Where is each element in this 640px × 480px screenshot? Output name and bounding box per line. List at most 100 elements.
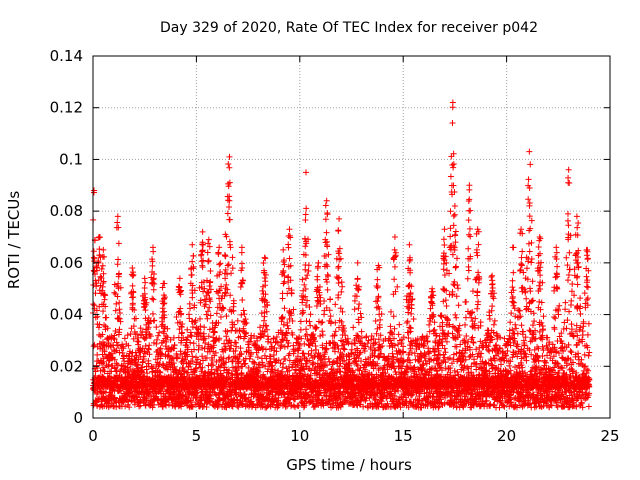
- data-point: [113, 360, 120, 367]
- data-point: [374, 297, 381, 304]
- data-point: [134, 361, 141, 368]
- data-point: [405, 335, 412, 342]
- data-point: [171, 342, 178, 349]
- data-point: [116, 310, 123, 317]
- data-point: [327, 313, 334, 320]
- data-point: [110, 402, 117, 409]
- data-point: [101, 322, 108, 329]
- data-point: [157, 369, 164, 376]
- data-point: [302, 275, 309, 282]
- data-point: [146, 351, 153, 358]
- data-point: [213, 358, 220, 365]
- data-point: [241, 311, 248, 318]
- data-point: [93, 280, 100, 287]
- data-point: [335, 292, 342, 299]
- data-point: [96, 321, 103, 328]
- data-point: [229, 358, 236, 365]
- data-point: [130, 323, 137, 330]
- data-point: [209, 357, 216, 364]
- data-point: [112, 307, 119, 314]
- data-point: [206, 399, 213, 406]
- data-point: [319, 331, 326, 338]
- data-point: [234, 317, 241, 324]
- data-point: [134, 330, 141, 337]
- data-point: [215, 402, 222, 409]
- data-point: [198, 368, 205, 375]
- data-point: [93, 307, 100, 314]
- data-point: [443, 303, 450, 310]
- data-point: [111, 289, 118, 296]
- data-point: [111, 364, 118, 371]
- data-point: [337, 255, 344, 262]
- data-point: [199, 364, 206, 371]
- data-point: [187, 329, 194, 336]
- data-point: [447, 208, 454, 215]
- data-point: [126, 404, 133, 411]
- data-point: [217, 314, 224, 321]
- data-point: [157, 355, 164, 362]
- data-point: [153, 336, 160, 343]
- data-point: [184, 326, 191, 333]
- data-point: [227, 292, 234, 299]
- data-point: [204, 388, 211, 395]
- data-point: [339, 283, 346, 290]
- data-point: [131, 306, 138, 313]
- data-point: [114, 293, 121, 300]
- data-point: [103, 314, 110, 321]
- data-point: [120, 345, 127, 352]
- data-point: [164, 353, 171, 360]
- data-point: [113, 368, 120, 375]
- data-point: [137, 402, 144, 409]
- data-point: [453, 314, 460, 321]
- data-point: [153, 340, 160, 347]
- data-point: [130, 335, 137, 342]
- data-point: [340, 345, 347, 352]
- data-point: [113, 339, 120, 346]
- data-point: [128, 353, 135, 360]
- data-point: [159, 318, 166, 325]
- data-point: [156, 368, 163, 375]
- data-point: [197, 323, 204, 330]
- data-point: [179, 329, 186, 336]
- data-point: [239, 400, 246, 407]
- data-point: [238, 249, 245, 256]
- data-point: [173, 313, 180, 320]
- data-point: [215, 319, 222, 326]
- data-point: [431, 319, 438, 326]
- data-point: [179, 321, 186, 328]
- data-point: [319, 319, 326, 326]
- data-point: [126, 348, 133, 355]
- data-point: [234, 396, 241, 403]
- data-point: [408, 310, 415, 317]
- data-point: [203, 311, 210, 318]
- data-point: [165, 401, 172, 408]
- data-point: [223, 333, 230, 340]
- data-point: [225, 183, 232, 190]
- chart-title: Day 329 of 2020, Rate Of TEC Index for r…: [160, 20, 538, 36]
- data-point: [105, 361, 112, 368]
- data-point: [235, 359, 242, 366]
- data-point: [307, 322, 314, 329]
- data-point: [131, 368, 138, 375]
- data-point: [205, 333, 212, 340]
- data-point: [209, 362, 216, 369]
- data-point: [208, 369, 215, 376]
- data-point: [235, 358, 242, 365]
- data-point: [150, 296, 157, 303]
- data-point: [284, 343, 291, 350]
- data-point: [135, 338, 142, 345]
- data-point: [98, 290, 105, 297]
- data-point: [358, 328, 365, 335]
- data-point: [455, 302, 462, 309]
- data-point: [454, 255, 460, 262]
- data-point: [90, 248, 97, 255]
- data-point: [190, 340, 197, 347]
- data-point: [226, 375, 233, 382]
- data-point: [224, 262, 231, 269]
- data-point: [223, 313, 230, 320]
- data-point: [236, 327, 243, 334]
- data-point: [158, 390, 165, 397]
- data-point: [206, 283, 213, 290]
- data-point: [92, 368, 99, 375]
- data-point: [199, 353, 206, 360]
